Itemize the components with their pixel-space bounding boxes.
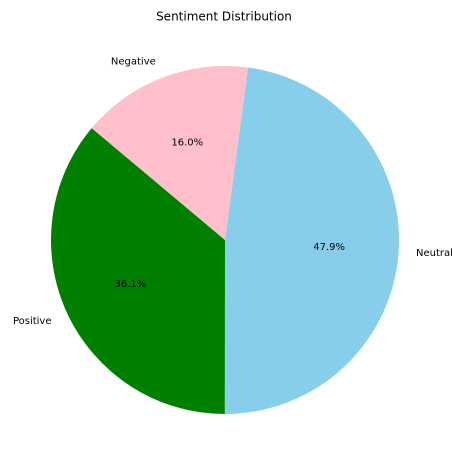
- slice-label-negative: Negative: [111, 57, 156, 68]
- labels-layer: 36.1% Positive 47.9% Neutral 16.0% Negative: [13, 57, 452, 327]
- pie-slice-positive: [50, 128, 225, 414]
- pct-label-positive: 36.1%: [114, 279, 146, 290]
- pct-label-neutral: 47.9%: [313, 242, 345, 253]
- slices-layer: [50, 66, 400, 414]
- pie-slice-neutral: [224, 67, 400, 414]
- pct-label-negative: 16.0%: [171, 138, 203, 149]
- pie-slice-negative: [91, 66, 249, 240]
- slice-label-positive: Positive: [13, 316, 52, 327]
- chart-title: Sentiment Distribution: [156, 10, 292, 24]
- slice-label-neutral: Neutral: [416, 248, 452, 259]
